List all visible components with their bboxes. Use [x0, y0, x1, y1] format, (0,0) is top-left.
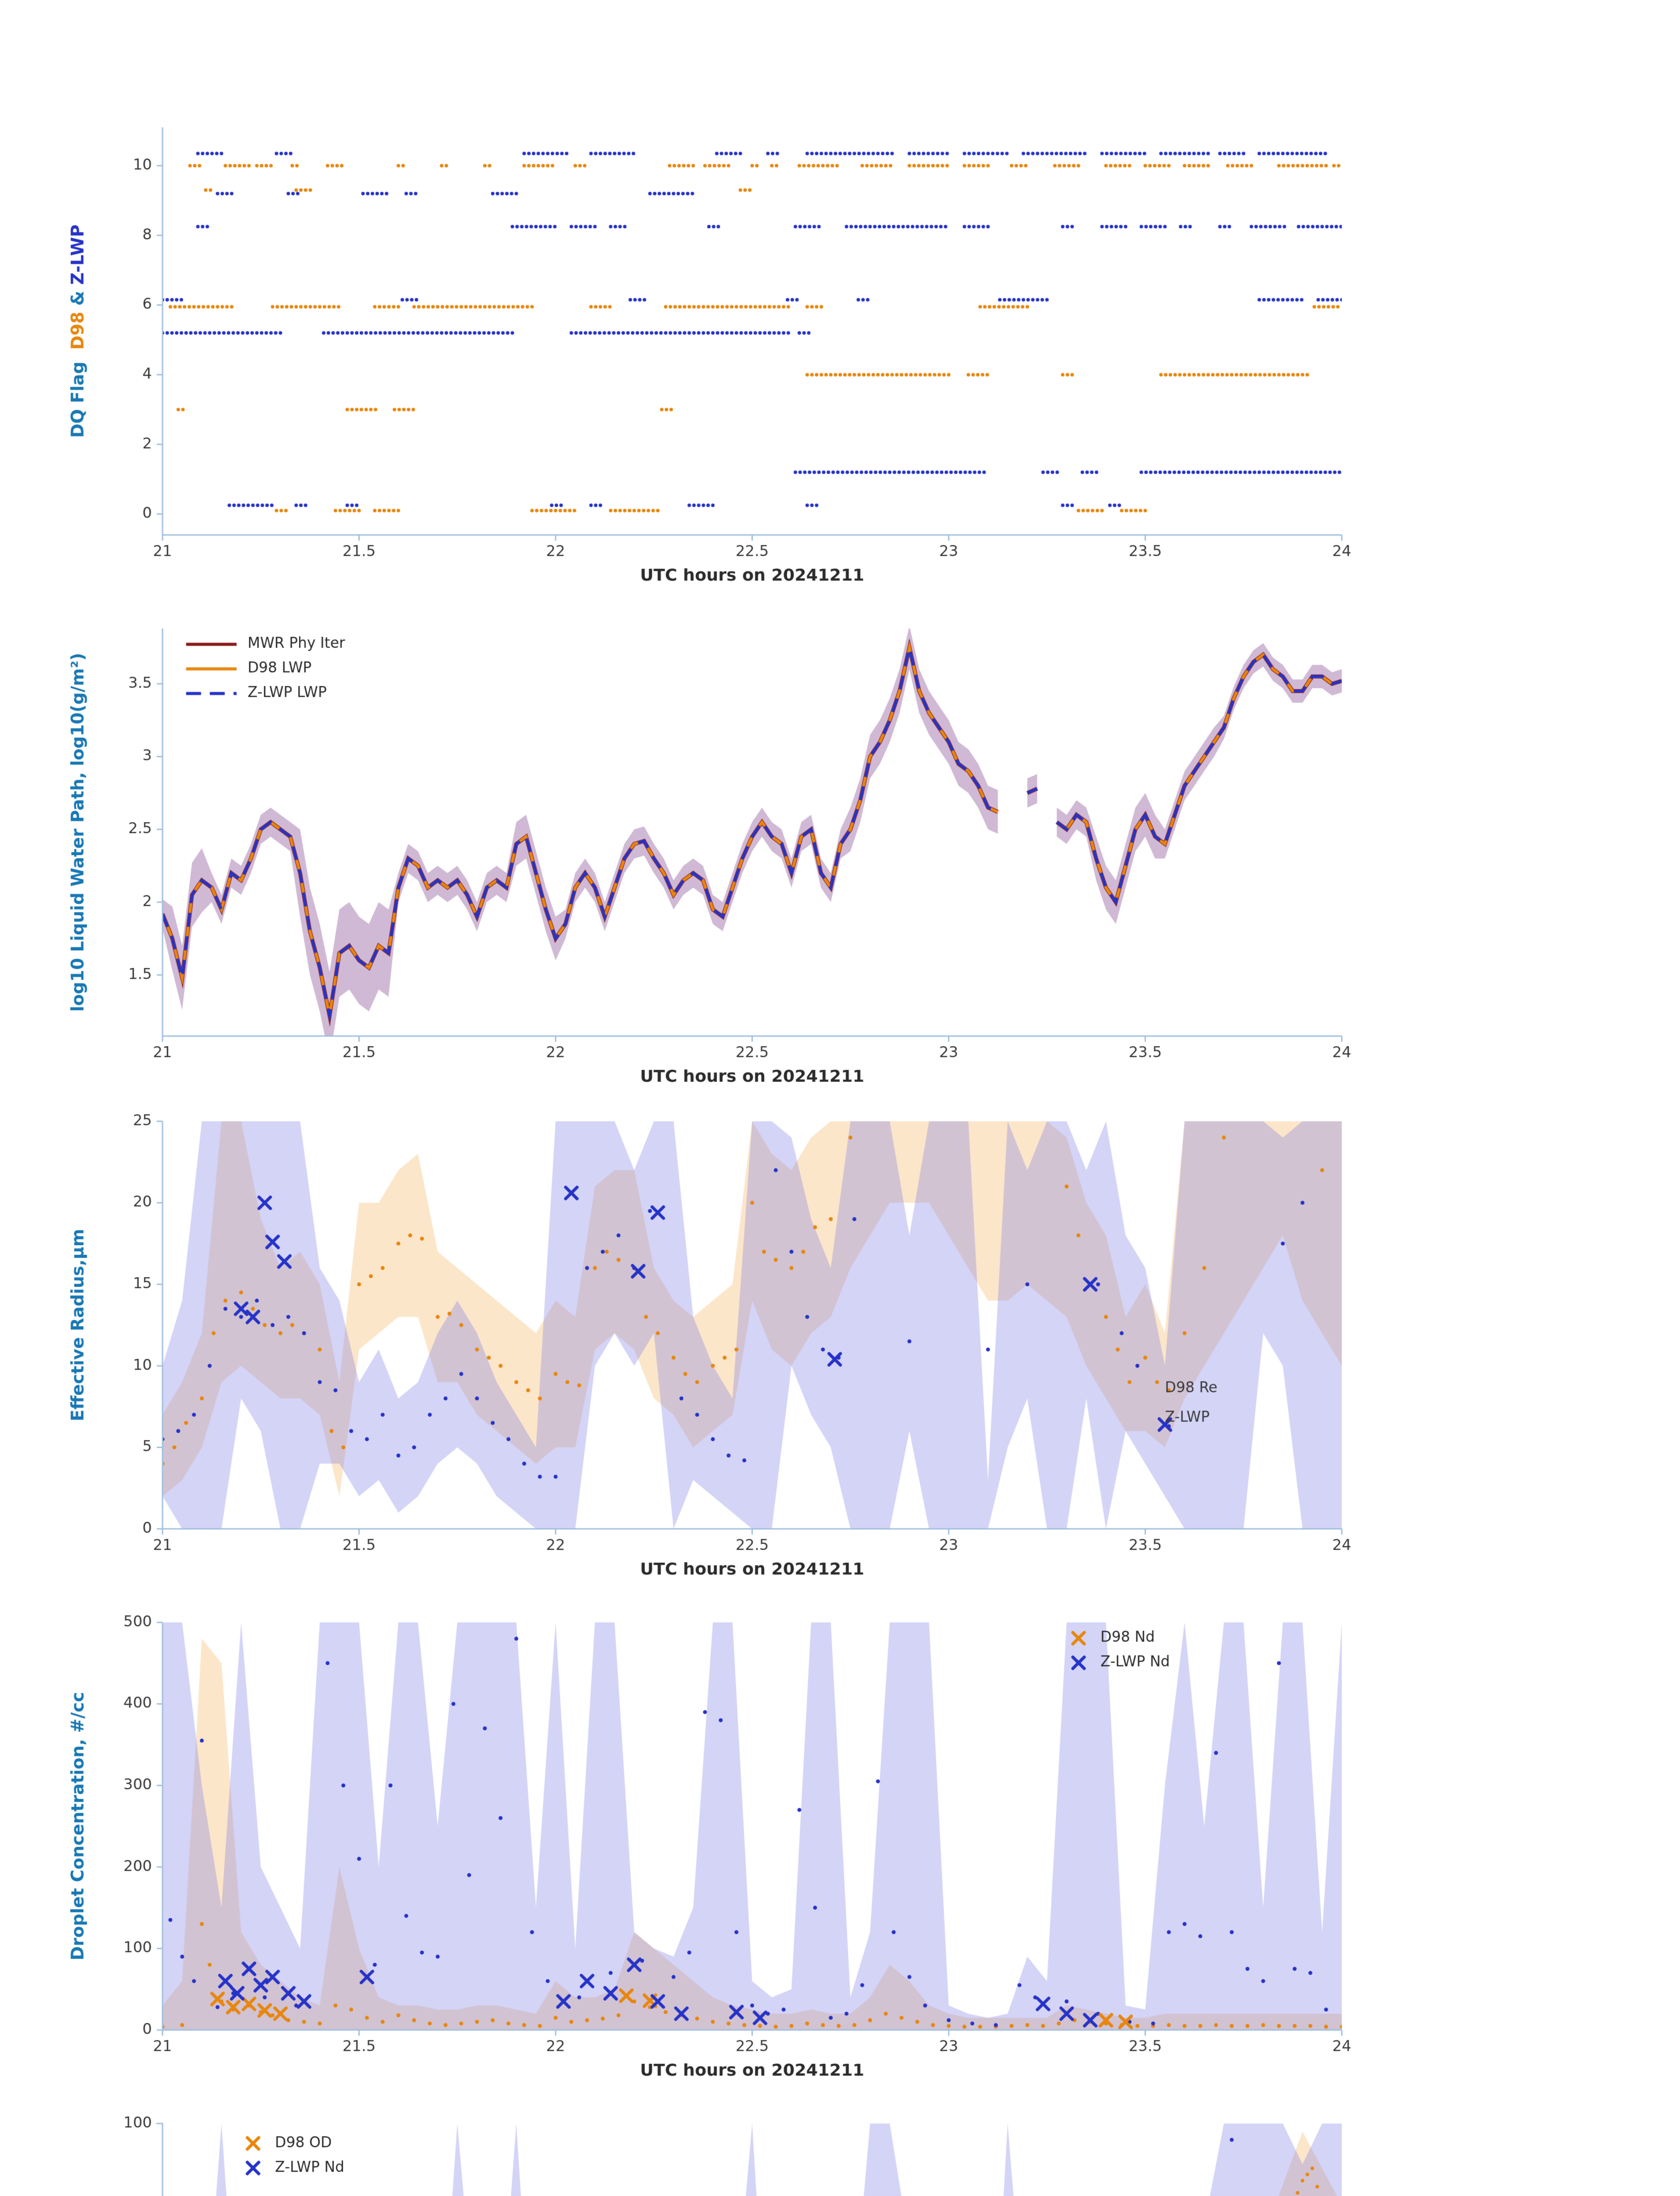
figure-page [0, 0, 1680, 2196]
multi-panel-figure-canvas [0, 0, 1680, 2196]
